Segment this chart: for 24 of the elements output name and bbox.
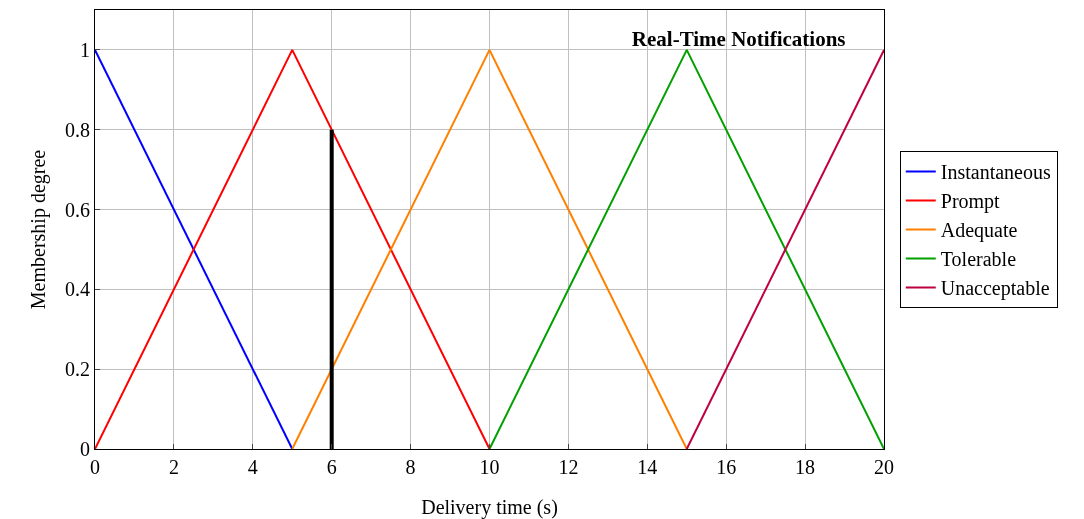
legend-label: Instantaneous [940, 161, 1051, 184]
x-tick-label: 12 [558, 456, 579, 478]
x-tick-label: 2 [168, 456, 179, 478]
y-tick-label: 0.4 [65, 278, 90, 301]
legend-label: Adequate [940, 219, 1018, 243]
x-tick-label: 10 [479, 456, 500, 478]
x-axis-title: Delivery time (s) [421, 496, 558, 519]
legend-label: Tolerable [940, 248, 1017, 271]
x-tick-label: 14 [637, 456, 658, 478]
y-tick-label: 0.6 [65, 198, 90, 221]
y-tick-label: 0.8 [65, 118, 90, 141]
y-tick-label: 1 [80, 38, 90, 61]
x-tick-label: 20 [874, 456, 894, 478]
x-tick-label: 18 [795, 456, 816, 478]
x-tick-label: 16 [716, 456, 737, 478]
x-tick-label: 8 [405, 456, 416, 478]
legend-label: Unacceptable [940, 277, 1050, 301]
x-tick-label: 4 [247, 456, 258, 478]
text: Real-Time Notifications [631, 26, 846, 51]
y-tick-label: 0 [80, 438, 90, 460]
y-tick-label: 0.2 [65, 358, 90, 381]
y-axis-title: Membership degree [27, 149, 50, 310]
x-tick-label: 6 [326, 456, 337, 478]
legend-label: Prompt [940, 190, 1001, 214]
